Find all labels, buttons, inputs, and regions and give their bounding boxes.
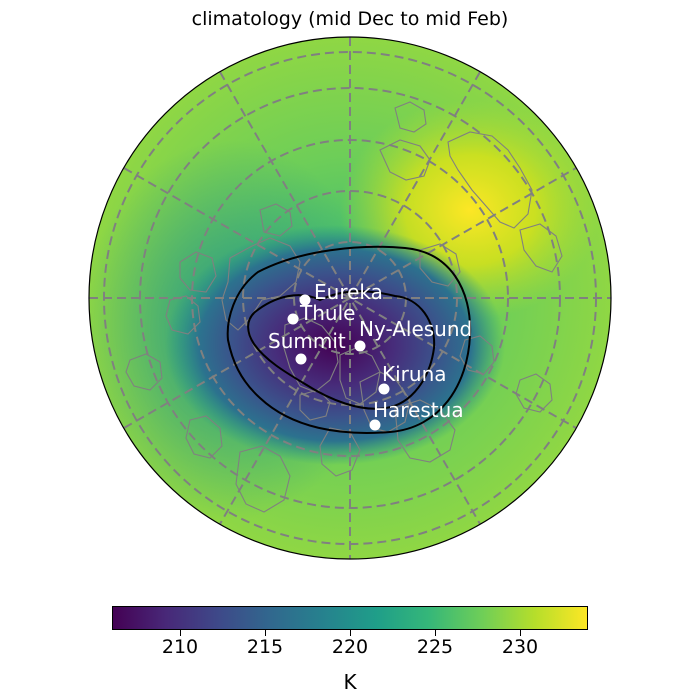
- colorbar-tick-label: 210: [161, 636, 199, 658]
- station-thule: Thule: [287, 301, 355, 325]
- polar-map: Eureka Thule Ny-Alesund Summit Kiruna Ha…: [88, 36, 612, 560]
- station-label: Thule: [299, 301, 355, 325]
- station-marker: [295, 353, 307, 365]
- station-marker: [369, 419, 381, 431]
- colorbar-tick-mark: [350, 630, 351, 636]
- colorbar-tick-label: 220: [331, 636, 369, 658]
- stations: Eureka Thule Ny-Alesund Summit Kiruna Ha…: [268, 280, 472, 431]
- colorbar-tick-label: 215: [246, 636, 284, 658]
- station-marker: [354, 340, 366, 352]
- station-label: Summit: [268, 329, 346, 353]
- station-kiruna: Kiruna: [378, 362, 447, 395]
- station-label: Kiruna: [382, 362, 447, 386]
- map-boundary: [88, 36, 612, 560]
- inner-contour: [247, 290, 436, 410]
- station-label: Ny-Alesund: [359, 317, 472, 341]
- colorbar-tick-mark: [265, 630, 266, 636]
- station-marker: [287, 313, 299, 325]
- map-title: climatology (mid Dec to mid Feb): [191, 8, 509, 30]
- colorbar-tick-label: 225: [416, 636, 454, 658]
- outer-contour: [226, 245, 472, 434]
- colorbar-tick-label: 230: [501, 636, 539, 658]
- station-eureka: Eureka: [299, 280, 383, 306]
- station-marker: [378, 383, 390, 395]
- station-harestua: Harestua: [369, 398, 464, 431]
- colorbar: [112, 606, 588, 630]
- contours: [226, 245, 472, 434]
- station-ny-alesund: Ny-Alesund: [354, 317, 472, 352]
- station-marker: [299, 294, 311, 306]
- station-label: Harestua: [373, 398, 464, 422]
- colorbar-tick-mark: [180, 630, 181, 636]
- station-summit: Summit: [268, 329, 346, 365]
- colorbar-tick-mark: [520, 630, 521, 636]
- colorbar-unit-label: K: [343, 670, 357, 694]
- station-label: Eureka: [314, 280, 383, 304]
- colorbar-tick-mark: [435, 630, 436, 636]
